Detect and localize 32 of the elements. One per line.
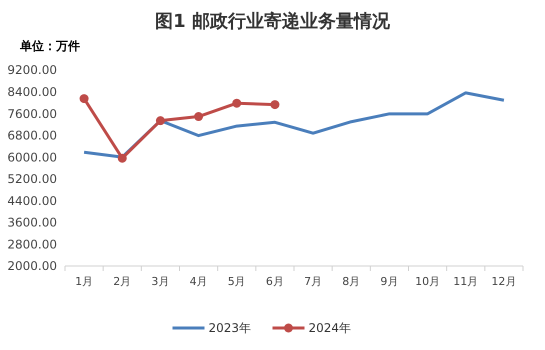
x-tick-label: 3月: [151, 275, 170, 288]
point: [156, 116, 165, 126]
point: [194, 112, 204, 122]
x-tick-label: 1月: [75, 275, 94, 288]
y-tick-label: 3600.00: [7, 216, 57, 230]
y-tick-label: 6800.00: [7, 128, 57, 143]
x-tick-label: 9月: [380, 275, 398, 288]
y-axis-title: 单位：万件: [19, 39, 80, 53]
legend-label: 2023年: [208, 321, 252, 336]
point: [270, 100, 280, 110]
x-tick-label: 5月: [228, 275, 246, 288]
x-tick-label: 2月: [113, 275, 132, 288]
x-tick-label: 7月: [304, 275, 322, 288]
point: [80, 94, 89, 104]
y-tick-label: 9200.00: [7, 63, 57, 78]
x-tick-label: 6月: [266, 275, 284, 288]
legend-label: 2024年: [308, 321, 352, 336]
point: [118, 154, 127, 163]
x-tick-label: 10月: [415, 275, 440, 288]
y-tick-label: 2000.00: [7, 259, 57, 274]
x-tick-label: 8月: [342, 275, 360, 288]
y-tick-label: 8400.00: [7, 84, 57, 99]
point: [232, 98, 242, 108]
y-tick-label: 2800.00: [7, 237, 57, 252]
x-tick-label: 12月: [491, 275, 516, 288]
y-tick-label: 6000.00: [7, 150, 57, 164]
y-tick-label: 4400.00: [7, 194, 57, 208]
x-tick-label: 4月: [190, 275, 208, 288]
chart-title: 图1 邮政行业寄递业务量情况: [155, 11, 391, 32]
y-tick-label: 7600.00: [7, 106, 57, 121]
x-tick-label: 11月: [453, 275, 478, 288]
y-tick-label: 5200.00: [7, 172, 57, 186]
